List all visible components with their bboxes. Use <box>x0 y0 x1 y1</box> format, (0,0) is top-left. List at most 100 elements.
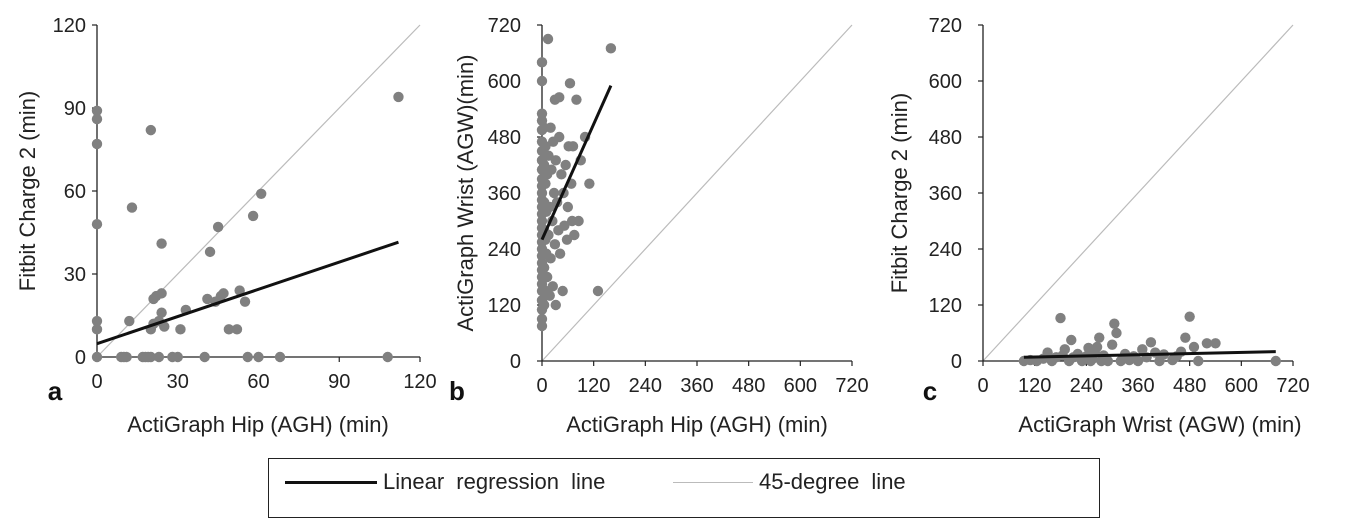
y-tick-label: 600 <box>929 71 962 93</box>
data-point <box>253 351 264 363</box>
data-point <box>538 262 550 273</box>
data-point <box>121 351 132 363</box>
legend-label-regression: Linear regression line <box>383 469 606 494</box>
x-tick-label: 720 <box>835 375 868 397</box>
data-point <box>1145 337 1157 348</box>
y-tick-label: 360 <box>488 183 521 205</box>
x-tick-label: 240 <box>629 375 662 397</box>
data-point <box>247 210 259 222</box>
panel-b: 0 120 240 360 480 600 720 0 120 240 360 480 600 720 Ac… <box>449 15 869 437</box>
data-point <box>1055 312 1066 324</box>
data-point <box>153 351 165 363</box>
data-point <box>546 164 557 175</box>
x-tick-label: 90 <box>328 371 350 393</box>
reference-line <box>541 24 853 362</box>
y-axis-label: Fitbit Charge 2 (min) <box>15 91 40 292</box>
y-axis-label: ActiGraph Wrist (AGW)(min) <box>453 54 478 331</box>
y-tick-label: 30 <box>64 264 86 286</box>
data-point <box>584 178 595 189</box>
x-tick-label: 120 <box>577 375 610 397</box>
data-point <box>554 131 565 143</box>
data-point <box>541 271 553 283</box>
data-point <box>1059 344 1071 355</box>
data-point <box>218 288 229 299</box>
data-point <box>549 239 561 250</box>
data-point <box>562 201 574 213</box>
data-point <box>554 92 565 103</box>
data-point <box>550 299 561 311</box>
legend: Linear regression line 45-degree line <box>268 458 1100 518</box>
data-point <box>1109 318 1120 329</box>
data-point <box>544 290 555 301</box>
data-point <box>1270 355 1281 367</box>
data-point <box>159 321 170 332</box>
data-point <box>382 351 393 363</box>
data-point <box>212 221 224 233</box>
regression-line-swatch <box>285 480 377 484</box>
data-point <box>540 178 551 189</box>
reference-line-swatch <box>673 481 753 483</box>
y-tick-label: 120 <box>488 295 521 317</box>
panel-a: 0 30 60 90 120 0 30 60 90 120 ActiGraph Hip (AGH) … <box>15 15 437 437</box>
data-point <box>536 108 548 119</box>
y-tick-label: 720 <box>929 15 962 37</box>
data-point <box>605 43 617 54</box>
y-tick-label: 0 <box>951 351 962 373</box>
x-tick-label: 0 <box>91 371 102 393</box>
data-point <box>1111 327 1122 339</box>
y-tick-label: 600 <box>488 71 521 93</box>
data-point <box>1102 355 1114 367</box>
y-tick-label: 0 <box>510 351 521 373</box>
legend-item-regression: Linear regression line <box>285 469 605 495</box>
data-point <box>124 315 135 327</box>
regression-line <box>96 240 399 346</box>
data-point <box>274 351 286 363</box>
data-point <box>560 159 571 171</box>
data-point <box>145 351 157 363</box>
data-point <box>1094 332 1105 343</box>
x-tick-label: 240 <box>1070 375 1103 397</box>
data-point <box>156 288 167 299</box>
data-point <box>223 324 235 335</box>
data-point <box>202 293 213 305</box>
data-point <box>548 187 560 199</box>
data-point <box>255 188 267 199</box>
data-point <box>556 169 567 180</box>
reference-line <box>982 24 1294 362</box>
data-point <box>145 124 157 136</box>
data-point <box>156 307 167 318</box>
regression-line <box>1023 350 1276 359</box>
x-tick-label: 480 <box>732 375 765 397</box>
data-point <box>1066 334 1077 346</box>
data-point <box>564 78 576 89</box>
data-point <box>567 141 579 152</box>
data-point <box>536 75 548 87</box>
data-point <box>559 220 570 231</box>
y-tick-label: 0 <box>75 347 86 369</box>
y-tick-label: 720 <box>488 15 521 37</box>
data-point <box>547 281 558 292</box>
data-point <box>569 229 580 241</box>
x-tick-label: 0 <box>536 375 547 397</box>
data-point <box>231 324 243 335</box>
data-point <box>239 296 251 307</box>
data-point <box>545 253 556 264</box>
data-point <box>199 351 210 363</box>
data-point <box>538 299 550 311</box>
legend-label-reference: 45-degree line <box>759 469 906 494</box>
data-point <box>393 91 404 103</box>
x-axis-label: ActiGraph Hip (AGH) (min) <box>566 412 828 437</box>
data-point <box>1193 355 1204 367</box>
data-point <box>91 113 103 125</box>
x-tick-label: 30 <box>167 371 189 393</box>
data-point <box>1106 339 1118 350</box>
y-tick-label: 120 <box>929 295 962 317</box>
data-point <box>1132 355 1144 367</box>
x-tick-label: 360 <box>1121 375 1154 397</box>
x-tick-label: 600 <box>1225 375 1258 397</box>
data-point <box>126 202 138 213</box>
panel-label: b <box>449 376 465 406</box>
data-point <box>1188 341 1200 353</box>
data-point <box>1091 341 1103 353</box>
